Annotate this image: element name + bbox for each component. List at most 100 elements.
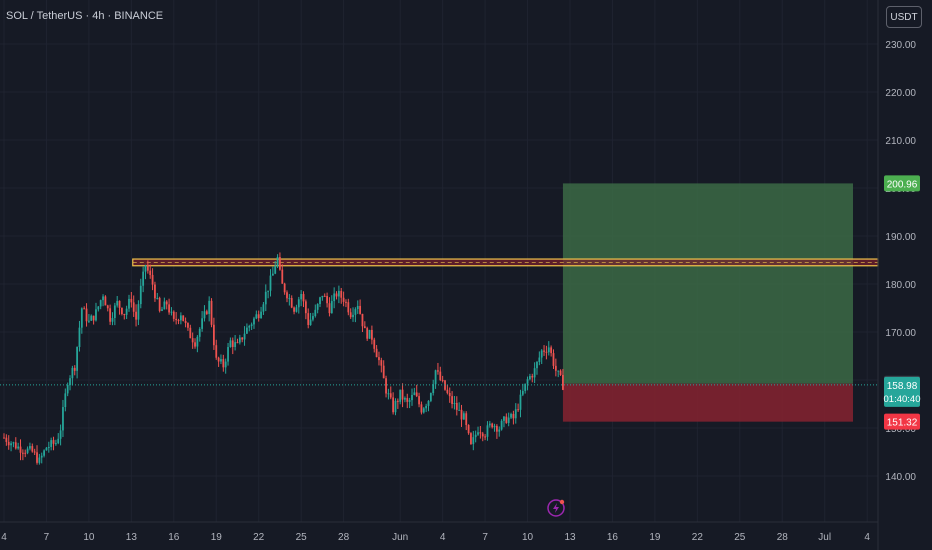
candle-body: [326, 296, 328, 304]
candle-body: [458, 409, 461, 411]
candle-body: [401, 389, 404, 400]
candle-body: [429, 393, 432, 401]
price-tick-label: 140.00: [885, 472, 916, 483]
candle-body: [420, 404, 423, 413]
candle-body: [531, 376, 534, 378]
candle-body: [505, 416, 508, 423]
candle-body: [191, 338, 194, 343]
candle-body: [217, 357, 220, 362]
candle-body: [314, 309, 317, 317]
candle-body: [170, 311, 173, 313]
time-tick-label: 28: [338, 532, 350, 543]
candle-body: [533, 368, 536, 378]
candle-body: [231, 340, 234, 347]
candle-body: [472, 437, 475, 445]
candle-body: [154, 284, 156, 299]
candle-body: [288, 298, 291, 300]
currency-button[interactable]: USDT: [886, 6, 922, 28]
candle-body: [363, 326, 366, 329]
candle-body: [17, 446, 20, 449]
candle-body: [128, 298, 130, 309]
candle-body: [444, 380, 446, 390]
candle-body: [205, 311, 208, 314]
stop-zone[interactable]: [562, 383, 853, 422]
time-tick-label: Jul: [818, 532, 831, 543]
candle-body: [177, 320, 180, 322]
candle-body: [260, 311, 262, 319]
candle-body: [507, 417, 510, 423]
candle-body: [78, 327, 81, 348]
candle-body: [248, 325, 251, 328]
candle-body: [179, 315, 182, 321]
candle-body: [38, 457, 41, 463]
candle-body: [116, 300, 119, 306]
candle-body: [427, 400, 430, 406]
candle-body: [455, 402, 458, 410]
candle-body: [488, 423, 491, 426]
candle-body: [279, 257, 281, 270]
candle-body: [498, 429, 501, 432]
event-lightning-icon[interactable]: [547, 499, 565, 517]
time-tick-label: 7: [44, 532, 50, 543]
candle-body: [10, 443, 12, 446]
candle-body: [392, 397, 395, 413]
candle-body: [243, 333, 246, 340]
time-tick-label: 4: [440, 532, 446, 543]
candle-body: [422, 408, 425, 413]
candle-body: [330, 301, 333, 314]
candle-body: [503, 416, 505, 421]
target-price-label-bg: [884, 175, 920, 192]
candle-body: [111, 317, 114, 322]
candle-body: [220, 359, 222, 362]
candle-body: [255, 314, 258, 319]
candle-body: [418, 396, 420, 405]
candle-body: [408, 400, 411, 402]
candle-body: [19, 446, 22, 453]
candle-body: [172, 311, 175, 319]
candle-body: [559, 370, 562, 375]
candle-body: [300, 294, 303, 300]
candle-body: [526, 379, 529, 384]
target-zone[interactable]: [562, 183, 853, 384]
candle-body: [71, 367, 74, 379]
candle-body: [446, 389, 449, 393]
candle-body: [340, 290, 343, 298]
candle-body: [271, 273, 274, 276]
candle-body: [97, 306, 100, 310]
candle-body: [283, 283, 286, 293]
candle-body: [5, 437, 8, 442]
time-tick-label: 19: [649, 532, 661, 543]
candle-body: [538, 357, 541, 362]
candle-body: [448, 392, 451, 397]
candle-body: [139, 285, 142, 305]
candle-body: [413, 392, 416, 395]
candle-body: [47, 446, 50, 448]
candle-body: [529, 376, 531, 380]
candle-body: [88, 320, 90, 322]
candle-body: [95, 309, 97, 321]
candle-body: [385, 378, 387, 394]
candle-body: [394, 400, 397, 413]
candle-body: [250, 324, 253, 326]
candle-body: [45, 447, 48, 451]
candle-body: [399, 389, 402, 402]
candle-body: [557, 370, 560, 372]
candle-body: [547, 347, 550, 353]
candle-body: [373, 339, 376, 349]
candle-body: [90, 315, 93, 321]
candle-body: [524, 383, 527, 391]
time-tick-label: 4: [864, 532, 870, 543]
candle-body: [514, 409, 517, 419]
candle-body: [222, 359, 225, 368]
candle-body: [550, 347, 553, 354]
candle-body: [481, 433, 484, 437]
candle-body: [486, 425, 489, 437]
candle-body: [201, 318, 203, 329]
candle-body: [121, 307, 123, 315]
candle-body: [161, 309, 163, 311]
time-tick-label: 13: [564, 532, 576, 543]
candle-body: [229, 340, 232, 348]
time-tick-label: 25: [296, 532, 308, 543]
candle-body: [73, 367, 76, 371]
